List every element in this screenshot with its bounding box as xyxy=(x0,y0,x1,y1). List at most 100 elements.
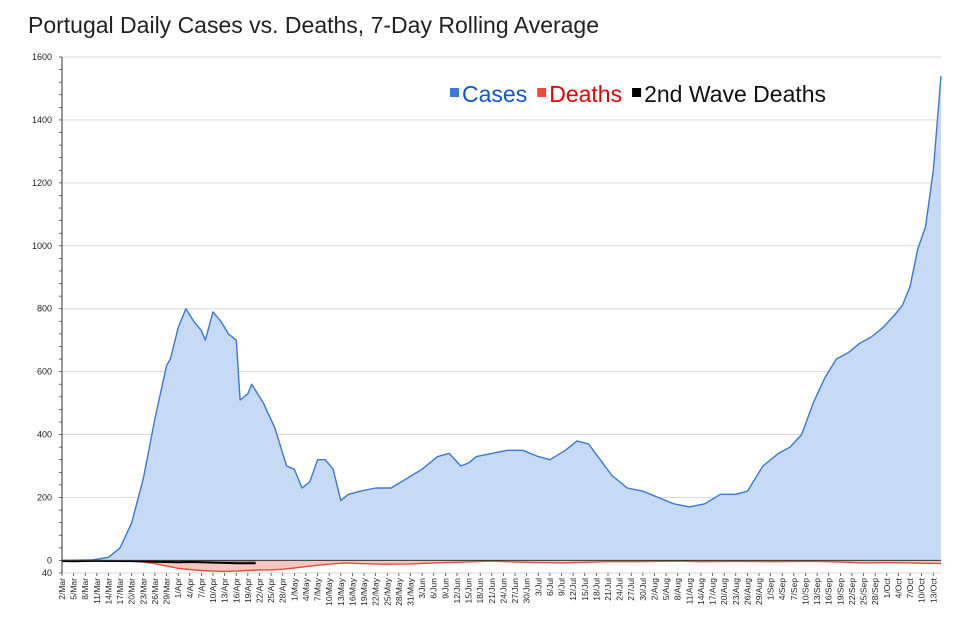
x-tick-label: 29/Aug xyxy=(754,578,764,605)
series-area-2 xyxy=(62,560,256,564)
x-tick-label: 13/Oct xyxy=(928,577,938,603)
x-tick-label: 10/Oct xyxy=(917,577,927,603)
x-tick-label: 12/Jun xyxy=(452,578,462,604)
x-tick-label: 16/Sep xyxy=(824,578,834,605)
x-tick-label: 13/May xyxy=(336,577,346,606)
x-tick-label: 28/Apr xyxy=(278,578,288,603)
x-tick-label: 10/May xyxy=(324,577,334,606)
x-tick-label: 21/Jun xyxy=(487,578,497,604)
x-tick-label: 28/Sep xyxy=(870,578,880,605)
x-tick-label: 16/May xyxy=(347,577,357,606)
x-tick-label: 9/Jun xyxy=(440,578,450,599)
x-tick-label: 11/Aug xyxy=(684,578,694,605)
x-tick-label: 30/Jun xyxy=(522,578,532,604)
x-tick-label: 19/Apr xyxy=(243,578,253,603)
y-tick-label: 1400 xyxy=(32,115,52,125)
x-tick-label: 15/Jul xyxy=(580,578,590,601)
legend-swatch-2 xyxy=(632,88,642,97)
x-tick-label: 10/Apr xyxy=(208,578,218,603)
y-tick-label: 1000 xyxy=(32,241,52,251)
legend-swatch-0 xyxy=(450,88,459,97)
x-tick-label: 14/Mar xyxy=(103,578,113,605)
x-tick-label: 1/Sep xyxy=(766,578,776,600)
legend-label-1: Deaths xyxy=(549,81,622,107)
x-tick-label: 27/Jul xyxy=(626,578,636,601)
x-tick-label: 9/Jul xyxy=(557,578,567,596)
x-tick-label: 21/Jul xyxy=(603,578,613,601)
x-tick-label: 2/Aug xyxy=(649,578,659,600)
x-tick-label: 24/Jul xyxy=(615,578,625,601)
x-tick-label: 19/May xyxy=(359,577,369,606)
x-tick-label: 4/May xyxy=(301,577,311,601)
x-tick-label: 5/Mar xyxy=(69,578,79,600)
x-tick-label: 19/Sep xyxy=(835,578,845,605)
x-tick-label: 6/Jun xyxy=(429,578,439,599)
series-line-0 xyxy=(61,75,942,562)
x-tick-label: 1/May xyxy=(289,577,299,601)
x-tick-label: 18/Jul xyxy=(591,578,601,601)
chart-title: Portugal Daily Cases vs. Deaths, 7-Day R… xyxy=(28,12,600,38)
x-tick-label: 13/Apr xyxy=(220,578,230,603)
y-tick-label: 1200 xyxy=(32,178,52,188)
x-tick-label: 12/Jul xyxy=(568,578,578,601)
legend-label-0: Cases xyxy=(462,81,527,107)
x-tick-label: 3/Jul xyxy=(533,578,543,596)
legend-label-2: 2nd Wave Deaths xyxy=(644,81,826,107)
x-tick-label: 6/Jul xyxy=(545,578,555,596)
x-tick-label: 26/Aug xyxy=(742,578,752,605)
x-tick-label: 20/Mar xyxy=(127,578,137,605)
x-tick-label: 18/Jun xyxy=(475,578,485,604)
x-tick-label: 28/May xyxy=(394,577,404,606)
x-tick-label: 3/Jun xyxy=(417,578,427,599)
x-tick-label: 23/Mar xyxy=(138,578,148,605)
y-tick-labels: 1600 1400 1200 1000 800 600 400 200 0 40 xyxy=(32,52,52,578)
x-tick-label: 22/May xyxy=(371,577,381,606)
x-tick-label: 25/Apr xyxy=(266,578,276,603)
series-line-1 xyxy=(61,559,942,573)
y-tick-label: 1600 xyxy=(32,52,52,62)
x-tick-label: 4/Oct xyxy=(893,577,903,598)
y-tick-label: 0 xyxy=(47,555,52,565)
x-tick-label: 7/Sep xyxy=(789,578,799,600)
x-tick-label: 22/Sep xyxy=(847,578,857,605)
x-tick-label: 29/Mar xyxy=(162,578,172,605)
x-tick-label: 15/Jun xyxy=(464,578,474,604)
x-tick-label: 5/Aug xyxy=(661,578,671,600)
x-tick-label: 24/Jun xyxy=(498,578,508,604)
x-tick-label: 7/Oct xyxy=(905,577,915,598)
x-tick-label: 23/Aug xyxy=(731,578,741,605)
x-tick-label: 10/Sep xyxy=(800,578,810,605)
axes xyxy=(59,56,941,576)
y-tick-label: 40 xyxy=(42,568,52,578)
x-tick-label: 26/Mar xyxy=(150,578,160,605)
series-line-2 xyxy=(61,559,256,565)
x-tick-label: 27/Jun xyxy=(510,578,520,604)
x-tick-label: 22/Apr xyxy=(254,578,264,603)
y-tick-label: 600 xyxy=(37,367,52,377)
x-tick-label: 20/Aug xyxy=(719,578,729,605)
legend-swatch-1 xyxy=(537,88,547,97)
y-tick-label: 800 xyxy=(37,304,52,314)
x-tick-label: 31/May xyxy=(406,577,416,606)
x-tick-labels: 2/Mar 5/Mar 8/Mar 11/Mar 14/Mar 17/Mar 20/Mar 2… xyxy=(57,577,938,606)
x-tick-label: 17/Mar xyxy=(115,578,125,605)
series-area-0 xyxy=(62,75,941,561)
x-tick-label: 4/Apr xyxy=(185,578,195,598)
x-tick-label: 8/Mar xyxy=(80,578,90,600)
legend: Cases Deaths 2nd Wave Deaths xyxy=(450,81,826,107)
x-tick-label: 7/Apr xyxy=(196,578,206,598)
y-tick-label: 400 xyxy=(37,430,52,440)
x-tick-label: 1/Oct xyxy=(882,577,892,598)
x-tick-label: 25/May xyxy=(382,577,392,606)
x-tick-label: 4/Sep xyxy=(777,578,787,600)
x-tick-label: 13/Sep xyxy=(812,578,822,605)
series-areas xyxy=(61,75,942,573)
x-tick-label: 25/Sep xyxy=(859,578,869,605)
x-tick-label: 2/Mar xyxy=(57,578,67,600)
x-tick-label: 30/Jul xyxy=(638,578,648,601)
x-tick-label: 17/Aug xyxy=(708,578,718,605)
x-tick-label: 14/Aug xyxy=(696,578,706,605)
x-tick-label: 16/Apr xyxy=(231,578,241,603)
x-tick-label: 8/Aug xyxy=(673,578,683,600)
